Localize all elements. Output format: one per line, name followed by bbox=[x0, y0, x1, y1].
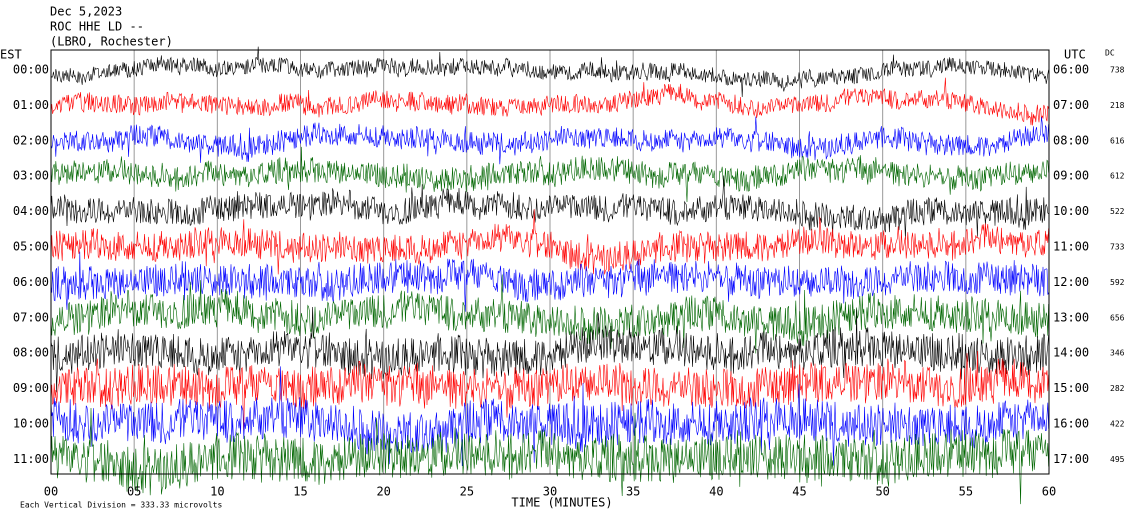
trace bbox=[50, 407, 1049, 505]
dc-value: 616 bbox=[1110, 136, 1125, 145]
x-tick-label: 00 bbox=[44, 485, 58, 499]
trace bbox=[50, 366, 1049, 467]
trace bbox=[50, 274, 1049, 354]
left-time-label: 01:00 bbox=[13, 98, 49, 112]
x-tick-label: 10 bbox=[210, 485, 224, 499]
trace bbox=[50, 306, 1049, 393]
dc-value: 612 bbox=[1110, 172, 1125, 181]
trace bbox=[50, 46, 1049, 98]
left-time-label: 03:00 bbox=[13, 169, 49, 183]
dc-value: 656 bbox=[1110, 313, 1125, 322]
right-time-label: 10:00 bbox=[1053, 204, 1089, 218]
x-axis-title: TIME (MINUTES) bbox=[511, 496, 612, 510]
trace bbox=[50, 350, 1049, 432]
trace bbox=[50, 146, 1049, 203]
dc-value: 422 bbox=[1110, 420, 1125, 429]
dc-value: 738 bbox=[1110, 66, 1125, 75]
left-time-label: 11:00 bbox=[13, 452, 49, 466]
trace bbox=[50, 77, 1049, 126]
right-time-label: 08:00 bbox=[1053, 133, 1089, 147]
right-time-label: 11:00 bbox=[1053, 240, 1089, 254]
right-time-label: 15:00 bbox=[1053, 381, 1089, 395]
left-time-label: 09:00 bbox=[13, 381, 49, 395]
footer-note: Each Vertical Division = 333.33 microvol… bbox=[20, 501, 222, 510]
dc-value: 495 bbox=[1110, 455, 1125, 464]
x-tick-label: 30 bbox=[543, 485, 557, 499]
right-time-label: 16:00 bbox=[1053, 417, 1089, 431]
trace bbox=[50, 251, 1049, 312]
left-axis-title: EST bbox=[0, 48, 22, 62]
right-time-label: 13:00 bbox=[1053, 310, 1089, 324]
left-time-label: 04:00 bbox=[13, 204, 49, 218]
left-time-label: 07:00 bbox=[13, 310, 49, 324]
right-time-label: 17:00 bbox=[1053, 452, 1089, 466]
dc-value: 522 bbox=[1110, 207, 1125, 216]
left-time-label: 02:00 bbox=[13, 133, 49, 147]
right-time-label: 07:00 bbox=[1053, 98, 1089, 112]
right-time-label: 12:00 bbox=[1053, 275, 1089, 289]
x-tick-label: 55 bbox=[959, 485, 973, 499]
x-tick-label: 60 bbox=[1042, 485, 1056, 499]
right-axis-title: UTC bbox=[1064, 48, 1086, 62]
left-time-label: 00:00 bbox=[13, 63, 49, 77]
trace bbox=[50, 116, 1049, 165]
x-tick-label: 15 bbox=[293, 485, 307, 499]
dc-value: 282 bbox=[1110, 384, 1125, 393]
title-line: ROC HHE LD -- bbox=[50, 20, 144, 34]
left-time-label: 06:00 bbox=[13, 275, 49, 289]
dc-value: 218 bbox=[1110, 101, 1125, 110]
right-time-label: 06:00 bbox=[1053, 63, 1089, 77]
trace bbox=[50, 175, 1049, 240]
x-tick-label: 50 bbox=[875, 485, 889, 499]
x-tick-label: 35 bbox=[626, 485, 640, 499]
x-tick-label: 25 bbox=[460, 485, 474, 499]
title-line: Dec 5,2023 bbox=[50, 5, 122, 19]
dc-value: 346 bbox=[1110, 349, 1125, 358]
dc-value: 733 bbox=[1110, 243, 1125, 252]
left-time-label: 10:00 bbox=[13, 417, 49, 431]
traces bbox=[50, 46, 1049, 505]
left-time-label: 05:00 bbox=[13, 240, 49, 254]
x-tick-label: 05 bbox=[127, 485, 141, 499]
x-tick-label: 20 bbox=[376, 485, 390, 499]
x-tick-label: 45 bbox=[792, 485, 806, 499]
right-time-label: 14:00 bbox=[1053, 346, 1089, 360]
right-time-label: 09:00 bbox=[1053, 169, 1089, 183]
dc-value: 592 bbox=[1110, 278, 1125, 287]
title-line: (LBRO, Rochester) bbox=[50, 35, 173, 49]
plot-frame bbox=[50, 49, 1050, 475]
left-time-label: 08:00 bbox=[13, 346, 49, 360]
x-tick-label: 40 bbox=[709, 485, 723, 499]
dc-title: DC bbox=[1105, 49, 1115, 58]
trace bbox=[50, 209, 1049, 275]
